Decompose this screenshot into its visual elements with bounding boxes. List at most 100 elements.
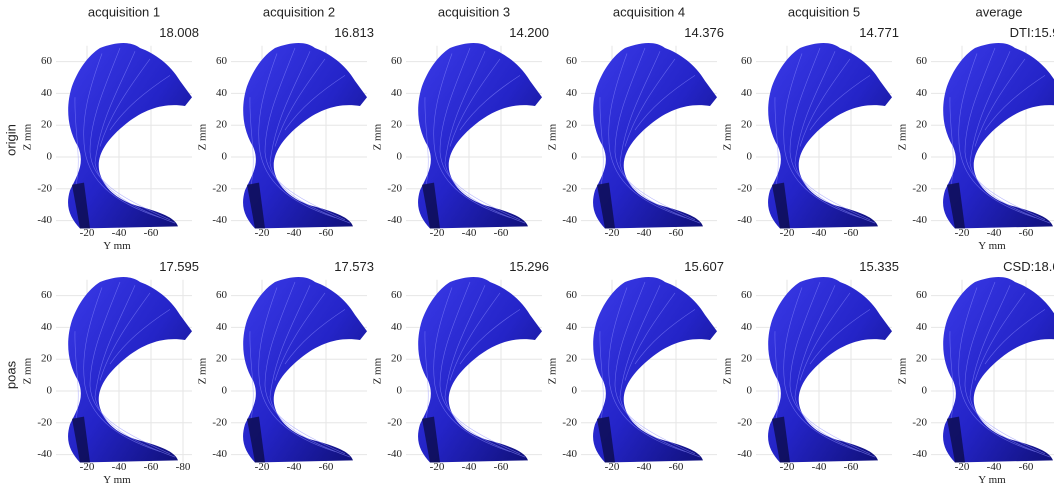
panel-value: 17.595 bbox=[159, 259, 199, 274]
x-tick-label: -20 bbox=[255, 227, 270, 239]
y-tick-label: 20 bbox=[391, 353, 403, 365]
x-tick-label: -40 bbox=[637, 227, 652, 239]
y-axis-label: Z mm bbox=[22, 357, 34, 384]
y-tick-label: 60 bbox=[916, 289, 928, 301]
x-tick-label: -20 bbox=[80, 461, 95, 473]
x-tick-label: -40 bbox=[637, 461, 652, 473]
x-tick-label: -20 bbox=[780, 227, 795, 239]
y-tick-label: 20 bbox=[741, 119, 753, 131]
y-tick-label: 20 bbox=[566, 353, 578, 365]
y-tick-label: 60 bbox=[741, 55, 753, 67]
column-title: acquisition 3 bbox=[438, 4, 510, 19]
fiber-bundle bbox=[418, 43, 542, 229]
x-tick-label: -60 bbox=[669, 227, 684, 239]
x-tick-label: -40 bbox=[287, 461, 302, 473]
y-tick-label: -40 bbox=[387, 448, 402, 460]
y-tick-label: 20 bbox=[566, 119, 578, 131]
y-axis-label: Z mm bbox=[197, 357, 209, 384]
y-tick-label: 0 bbox=[47, 385, 53, 397]
y-axis-label: Z mm bbox=[372, 123, 384, 150]
y-tick-label: -20 bbox=[37, 182, 52, 194]
panel-value: DTI:15.905 bbox=[1010, 25, 1054, 40]
y-tick-label: 0 bbox=[922, 151, 928, 163]
y-axis-label: Z mm bbox=[22, 123, 34, 150]
x-tick-label: -60 bbox=[319, 227, 334, 239]
x-tick-label: -20 bbox=[955, 227, 970, 239]
y-tick-label: 60 bbox=[566, 289, 578, 301]
panel-value: 14.376 bbox=[684, 25, 724, 40]
y-tick-label: 40 bbox=[741, 321, 753, 333]
x-tick-label: -20 bbox=[605, 461, 620, 473]
y-tick-label: -20 bbox=[212, 182, 227, 194]
x-tick-label: -60 bbox=[1019, 227, 1034, 239]
x-tick-label: -60 bbox=[144, 227, 159, 239]
y-tick-label: 20 bbox=[916, 353, 928, 365]
y-tick-label: 20 bbox=[216, 119, 228, 131]
y-axis-label: Z mm bbox=[197, 123, 209, 150]
y-tick-label: -40 bbox=[562, 448, 577, 460]
y-tick-label: 20 bbox=[916, 119, 928, 131]
y-tick-label: -20 bbox=[37, 416, 52, 428]
x-tick-label: -40 bbox=[112, 461, 127, 473]
x-tick-label: -20 bbox=[605, 227, 620, 239]
y-tick-label: 40 bbox=[216, 321, 228, 333]
column-title: average bbox=[976, 4, 1023, 19]
y-tick-label: -40 bbox=[212, 448, 227, 460]
y-tick-label: 20 bbox=[41, 353, 53, 365]
y-tick-label: -20 bbox=[387, 416, 402, 428]
y-tick-label: 0 bbox=[222, 151, 228, 163]
y-tick-label: 60 bbox=[216, 289, 228, 301]
y-tick-label: -40 bbox=[212, 214, 227, 226]
y-axis-label: Z mm bbox=[897, 357, 909, 384]
column-title: acquisition 2 bbox=[263, 4, 335, 19]
x-tick-label: -20 bbox=[430, 461, 445, 473]
x-tick-label: -40 bbox=[812, 227, 827, 239]
y-tick-label: 0 bbox=[572, 385, 578, 397]
x-tick-label: -60 bbox=[494, 227, 509, 239]
y-tick-label: 40 bbox=[41, 321, 53, 333]
x-tick-label: -20 bbox=[80, 227, 95, 239]
y-tick-label: -40 bbox=[912, 214, 927, 226]
y-tick-label: -20 bbox=[912, 182, 927, 194]
fiber-bundle bbox=[593, 277, 717, 463]
y-tick-label: -40 bbox=[37, 448, 52, 460]
y-axis-label: Z mm bbox=[372, 357, 384, 384]
x-tick-label: -80 bbox=[176, 461, 191, 473]
y-tick-label: 40 bbox=[391, 87, 403, 99]
y-tick-label: -40 bbox=[37, 214, 52, 226]
y-tick-label: 0 bbox=[222, 385, 228, 397]
y-tick-label: 60 bbox=[41, 55, 53, 67]
panel-value: 14.771 bbox=[859, 25, 899, 40]
row-label: origin bbox=[3, 124, 18, 156]
x-tick-label: -60 bbox=[844, 227, 859, 239]
x-tick-label: -60 bbox=[319, 461, 334, 473]
y-tick-label: 60 bbox=[741, 289, 753, 301]
panel-value: 15.335 bbox=[859, 259, 899, 274]
y-tick-label: -20 bbox=[562, 182, 577, 194]
y-tick-label: 40 bbox=[566, 321, 578, 333]
fiber-bundle bbox=[418, 277, 542, 463]
y-tick-label: 20 bbox=[41, 119, 53, 131]
y-axis-label: Z mm bbox=[547, 357, 559, 384]
y-tick-label: -20 bbox=[212, 416, 227, 428]
y-tick-label: 40 bbox=[741, 87, 753, 99]
y-tick-label: 40 bbox=[916, 321, 928, 333]
row-label: poas bbox=[3, 360, 18, 389]
y-tick-label: 60 bbox=[916, 55, 928, 67]
y-tick-label: -40 bbox=[912, 448, 927, 460]
y-tick-label: 0 bbox=[47, 151, 53, 163]
x-tick-label: -60 bbox=[669, 461, 684, 473]
page: {"column_titles": ["acquisition 1", "acq… bbox=[0, 0, 1054, 494]
y-tick-label: 0 bbox=[747, 151, 753, 163]
panel-value: CSD:18.608 bbox=[1003, 259, 1054, 274]
x-axis-label: Y mm bbox=[103, 474, 131, 486]
y-tick-label: -20 bbox=[912, 416, 927, 428]
fiber-bundle bbox=[243, 43, 367, 229]
fiber-bundle bbox=[68, 277, 192, 463]
y-tick-label: -40 bbox=[737, 214, 752, 226]
